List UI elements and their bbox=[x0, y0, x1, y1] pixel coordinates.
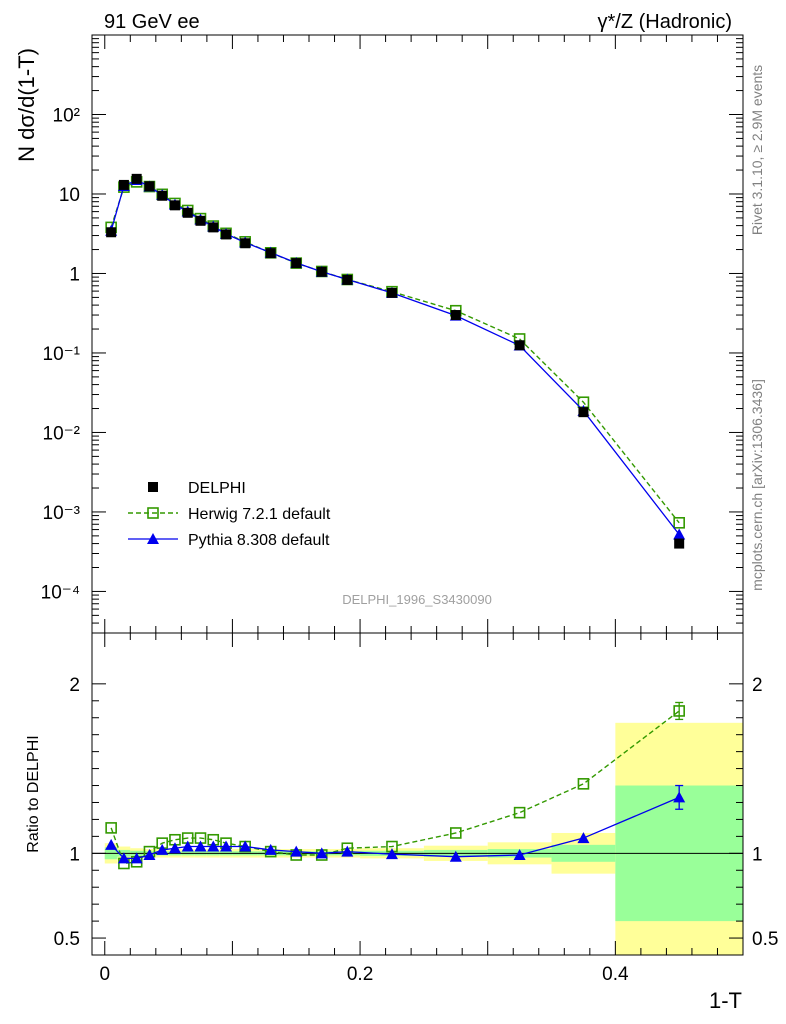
data-point bbox=[674, 538, 685, 549]
pythia-point bbox=[673, 528, 686, 540]
ratio-pythia-point bbox=[156, 843, 169, 855]
ratio-panel-frame bbox=[91, 632, 744, 956]
ratio-pythia-point bbox=[220, 840, 233, 852]
main-y-tick-labels: 10⁻⁴ 10⁻³ 10⁻² 10⁻¹ 1 10 10² bbox=[41, 105, 80, 603]
ratio-pythia-point bbox=[168, 842, 181, 854]
y-tick-label: 10² bbox=[53, 105, 80, 126]
y-tick-label: 10⁻¹ bbox=[43, 344, 81, 365]
ratio-pythia-point bbox=[290, 845, 303, 857]
ratio-line-herwig bbox=[110, 710, 680, 865]
ratio-pythia-point bbox=[105, 838, 118, 850]
data-point bbox=[386, 287, 397, 298]
process-label: γ*/Z (Hadronic) bbox=[598, 11, 732, 33]
ratio-pythia-point bbox=[181, 840, 194, 852]
ratio-y-tick-label-right: 1 bbox=[752, 844, 763, 865]
main-axis-ticks bbox=[92, 35, 744, 634]
ratio-pythia-point bbox=[449, 850, 462, 862]
y-tick-label: 10⁻³ bbox=[43, 503, 81, 524]
y-tick-label: 10⁻⁴ bbox=[41, 582, 80, 603]
ratio-uncertainty-bands bbox=[92, 722, 743, 955]
data-point bbox=[450, 310, 461, 321]
ratio-y-axis-label: Ratio to DELPHI bbox=[25, 735, 42, 852]
main-y-axis-label: N dσ/d(1-T) bbox=[14, 48, 39, 162]
legend-marker bbox=[147, 533, 159, 544]
data-point bbox=[131, 173, 142, 184]
data-point bbox=[169, 200, 180, 211]
data-point bbox=[291, 258, 302, 269]
ratio-y-tick-label: 2 bbox=[69, 675, 80, 696]
herwig-point bbox=[673, 517, 685, 529]
x-tick-label: 0 bbox=[99, 964, 110, 985]
x-tick-label: 0.2 bbox=[347, 964, 373, 985]
legend-marker bbox=[147, 507, 159, 519]
x-axis-label: 1-T bbox=[709, 988, 742, 1013]
ratio-pythia-point bbox=[194, 840, 207, 852]
data-point bbox=[342, 274, 353, 285]
legend: DELPHI Herwig 7.2.1 default Pythia 8.308 d… bbox=[128, 480, 331, 549]
legend-label: Herwig 7.2.1 default bbox=[188, 506, 331, 523]
ratio-pythia-point bbox=[143, 849, 156, 861]
ratio-herwig-point bbox=[577, 778, 590, 790]
y-tick-label: 10⁻² bbox=[43, 423, 81, 444]
ratio-pythia-point bbox=[577, 832, 590, 844]
ratio-herwig-point bbox=[513, 806, 526, 819]
ratio-pythia-point bbox=[315, 847, 328, 859]
ratio-pythia-point bbox=[117, 852, 130, 864]
ratio-pythia-point bbox=[673, 791, 686, 803]
y-tick-label: 1 bbox=[69, 264, 80, 285]
ratio-pythia-point bbox=[264, 843, 277, 855]
main-panel: N dσ/d(1-T) 10⁻⁴ 10⁻³ 10⁻² 10⁻¹ 1 10 10² DELPH… bbox=[14, 34, 744, 634]
legend-label: DELPHI bbox=[188, 480, 246, 497]
x-tick-labels: 0 0.2 0.4 bbox=[99, 964, 629, 985]
energy-label: 91 GeV ee bbox=[104, 11, 200, 33]
rivet-version-label: Rivet 3.1.10, ≥ 2.9M events bbox=[749, 65, 765, 235]
ratio-y-tick-label: 1 bbox=[69, 844, 80, 865]
main-series bbox=[105, 173, 686, 549]
analysis-id-label: DELPHI_1996_S3430090 bbox=[342, 592, 492, 607]
legend-label: Pythia 8.308 default bbox=[188, 532, 330, 549]
ratio-pythia-point bbox=[385, 848, 398, 860]
ratio-axis-ticks bbox=[92, 633, 744, 955]
data-point bbox=[316, 266, 327, 277]
data-point bbox=[514, 340, 525, 351]
ratio-herwig-point bbox=[673, 705, 685, 717]
data-point bbox=[118, 179, 129, 190]
ratio-herwig-point bbox=[449, 827, 462, 839]
ratio-series bbox=[105, 701, 686, 870]
ratio-pythia-point bbox=[513, 849, 526, 861]
ratio-pythia-point bbox=[130, 852, 143, 864]
data-point bbox=[240, 238, 251, 249]
data-point bbox=[144, 181, 155, 192]
ratio-panel: Ratio to DELPHI 0.5 0.5 1 1 2 2 0 0.2 0.4 1-T bbox=[25, 632, 779, 1013]
ratio-y-tick-labels: 0.5 0.5 1 1 2 2 bbox=[54, 675, 779, 950]
ratio-pythia-point bbox=[207, 840, 220, 852]
ratio-pythia-point bbox=[341, 845, 354, 857]
data-point bbox=[221, 229, 232, 240]
data-point bbox=[265, 248, 276, 259]
data-point bbox=[578, 407, 589, 418]
ratio-y-tick-label-right: 2 bbox=[752, 675, 763, 696]
x-tick-label: 0.4 bbox=[602, 964, 629, 985]
data-point bbox=[208, 222, 219, 233]
y-tick-label: 10 bbox=[59, 185, 80, 206]
data-point bbox=[182, 207, 193, 218]
legend-marker bbox=[148, 482, 158, 492]
ratio-y-tick-label-right: 0.5 bbox=[752, 929, 778, 950]
ratio-pythia-point bbox=[239, 840, 252, 852]
ratio-y-tick-label: 0.5 bbox=[54, 929, 80, 950]
data-point bbox=[106, 227, 117, 238]
ratio-herwig-point bbox=[105, 822, 117, 834]
data-point bbox=[157, 190, 168, 201]
series-line-herwig bbox=[110, 181, 680, 524]
data-point bbox=[195, 215, 206, 226]
mcplots-reference-label: mcplots.cern.ch [arXiv:1306.3436] bbox=[749, 379, 765, 591]
